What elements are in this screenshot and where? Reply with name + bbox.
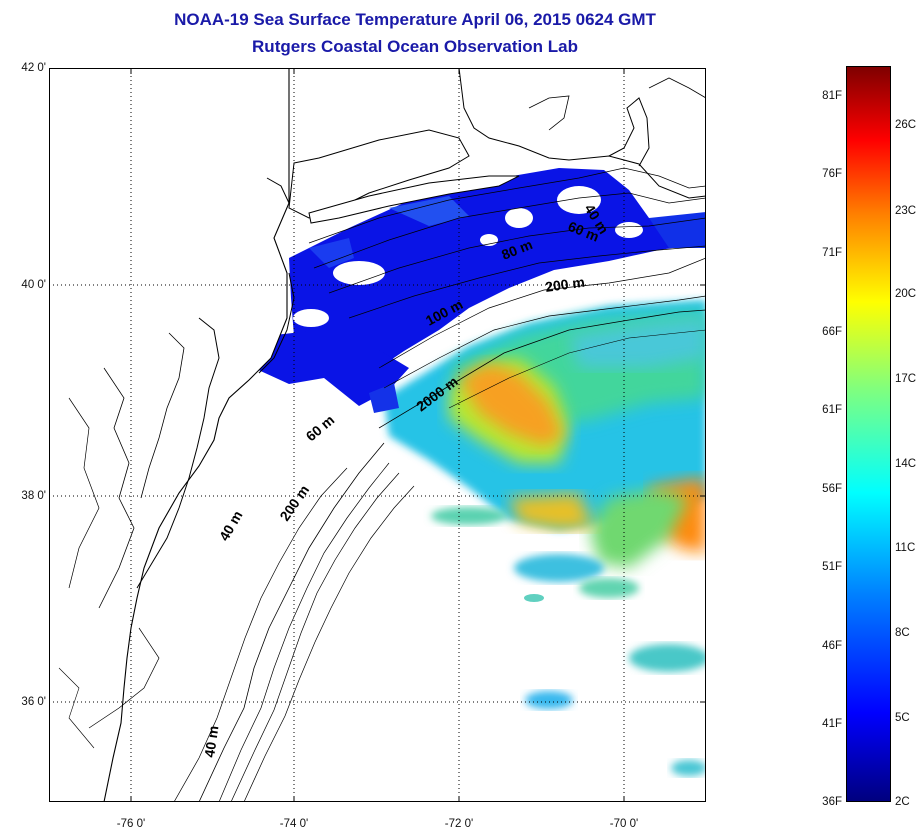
colorbar-c-label: 20C: [895, 288, 917, 300]
colorbar-f-label: 76F: [822, 168, 842, 180]
map-title: NOAA-19 Sea Surface Temperature April 06…: [174, 10, 656, 29]
colorbar-c-label: 8C: [895, 627, 910, 639]
lon-label-72: -72 0': [444, 818, 474, 830]
lat-label-40: 40 0': [21, 279, 46, 291]
temperature-colorbar: [846, 66, 891, 802]
colorbar-f-label: 56F: [822, 483, 842, 495]
graticule: [49, 68, 706, 802]
colorbar-f-label: 81F: [822, 90, 842, 102]
depth-label: 200 m: [276, 482, 312, 524]
colorbar-f-label: 41F: [822, 718, 842, 730]
lon-label-76: -76 0': [116, 818, 146, 830]
lon-label-70: -70 0': [609, 818, 639, 830]
depth-label: 60 m: [303, 412, 338, 445]
colorbar-c-label: 26C: [895, 119, 917, 131]
colorbar-c-label: 23C: [895, 205, 917, 217]
lat-label-42: 42 0': [21, 62, 46, 74]
warm-water-layer: [384, 300, 706, 776]
lat-label-36: 36 0': [21, 696, 46, 708]
colorbar-f-label: 46F: [822, 640, 842, 652]
colorbar-f-label: 51F: [822, 561, 842, 573]
bathymetry-contours: [173, 167, 706, 802]
lat-label-38: 38 0': [21, 490, 46, 502]
land-mass: [49, 68, 706, 802]
cold-water-layer: [249, 168, 706, 413]
lon-label-74: -74 0': [279, 818, 309, 830]
colorbar-c-label: 2C: [895, 796, 910, 808]
depth-label: 40 m: [201, 725, 221, 759]
colorbar-c-label: 17C: [895, 373, 917, 385]
colorbar-f-label: 71F: [822, 247, 842, 259]
depth-label: 200 m: [544, 274, 586, 295]
colorbar-c-label: 14C: [895, 458, 917, 470]
colorbar-f-label: 66F: [822, 326, 842, 338]
sst-map: 40 m 60 m 80 m 100 m 200 m 2000 m 60 m 4…: [49, 68, 706, 802]
colorbar-c-label: 5C: [895, 712, 910, 724]
colorbar-f-label: 36F: [822, 796, 842, 808]
map-subtitle: Rutgers Coastal Ocean Observation Lab: [252, 37, 578, 56]
depth-label: 40 m: [216, 508, 246, 544]
colorbar-f-label: 61F: [822, 404, 842, 416]
colorbar-c-label: 11C: [895, 542, 916, 554]
